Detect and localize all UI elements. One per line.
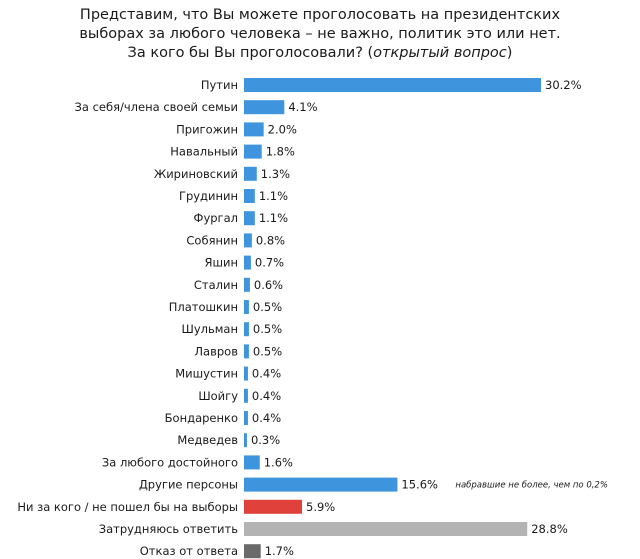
bar <box>244 411 248 425</box>
category-label: Фургал <box>194 211 238 225</box>
category-label: Собянин <box>186 233 238 247</box>
value-label: 1.3% <box>261 167 290 181</box>
bar <box>244 344 249 359</box>
value-label: 0.3% <box>251 433 280 447</box>
bar <box>244 477 398 492</box>
value-label: 0.6% <box>254 278 283 292</box>
chart-title: Представим, что Вы можете проголосовать … <box>0 6 640 63</box>
value-label: 0.5% <box>253 300 282 314</box>
bar <box>244 300 249 314</box>
value-label: 0.4% <box>252 367 281 381</box>
value-label: 1.6% <box>264 455 293 469</box>
value-label: 28.8% <box>531 522 568 536</box>
title-line-3-main: За кого бы Вы проголосовали? ( <box>127 45 374 61</box>
bar <box>244 388 248 403</box>
bar <box>244 366 248 381</box>
bar <box>244 277 250 292</box>
bar <box>244 211 255 226</box>
category-label: Навальный <box>170 145 238 159</box>
category-label: Платошкин <box>169 300 238 314</box>
title-line-3: За кого бы Вы проголосовали? (открытый в… <box>0 44 640 63</box>
category-label: Путин <box>201 78 238 92</box>
category-label: Жириновский <box>154 167 238 181</box>
value-label: 30.2% <box>545 78 582 92</box>
bar-annotation: набравшие не более, чем по 0,2% <box>455 481 608 491</box>
category-label: За себя/члена своей семьи <box>75 100 238 114</box>
bar <box>244 455 260 470</box>
title-line-3-italic: открытый вопрос <box>373 45 507 61</box>
bar <box>244 544 261 559</box>
title-line-1: Представим, что Вы можете проголосовать … <box>79 7 561 23</box>
bar <box>244 522 528 536</box>
category-label: Шойгу <box>198 389 238 403</box>
category-label: Медведев <box>177 433 238 447</box>
category-label: Отказ от ответа <box>140 544 238 558</box>
bar <box>244 499 303 514</box>
value-label: 1.8% <box>266 145 295 159</box>
category-label: Шульман <box>182 322 238 336</box>
category-label: За любого достойного <box>102 455 238 469</box>
category-label: Пригожин <box>176 122 238 136</box>
bar <box>244 144 262 159</box>
category-label: Сталин <box>194 278 238 292</box>
bar <box>244 433 247 448</box>
category-label: Бондаренко <box>165 411 238 425</box>
category-label: Яшин <box>204 256 238 270</box>
value-label: 2.0% <box>268 122 297 136</box>
value-label: 0.4% <box>252 389 281 403</box>
category-label: Грудинин <box>179 189 238 203</box>
title-line-2: выборах за любого человека – не важно, п… <box>79 26 561 42</box>
value-label: 0.5% <box>253 322 282 336</box>
value-label: 1.1% <box>259 189 288 203</box>
bar <box>244 255 251 270</box>
bar <box>244 122 264 137</box>
bar <box>244 166 257 181</box>
value-label: 0.7% <box>255 256 284 270</box>
value-label: 0.8% <box>256 233 285 247</box>
category-label: Лавров <box>194 344 238 358</box>
category-label: Затрудняюсь ответить <box>99 522 239 536</box>
value-label: 0.5% <box>253 344 282 358</box>
value-label: 4.1% <box>288 100 317 114</box>
category-label: Ни за кого / не пошел бы на выборы <box>17 500 238 514</box>
bar <box>244 78 541 92</box>
category-label: Мишустин <box>175 367 238 381</box>
value-label: 1.7% <box>265 544 294 558</box>
bar <box>244 233 252 248</box>
bar <box>244 322 249 337</box>
bar <box>244 100 285 115</box>
title-line-3-end: ) <box>506 45 513 61</box>
category-label: Другие персоны <box>139 478 238 492</box>
value-label: 5.9% <box>306 500 335 514</box>
value-label: 0.4% <box>252 411 281 425</box>
value-label: 15.6% <box>401 478 438 492</box>
bar <box>244 189 255 203</box>
value-label: 1.1% <box>259 211 288 225</box>
